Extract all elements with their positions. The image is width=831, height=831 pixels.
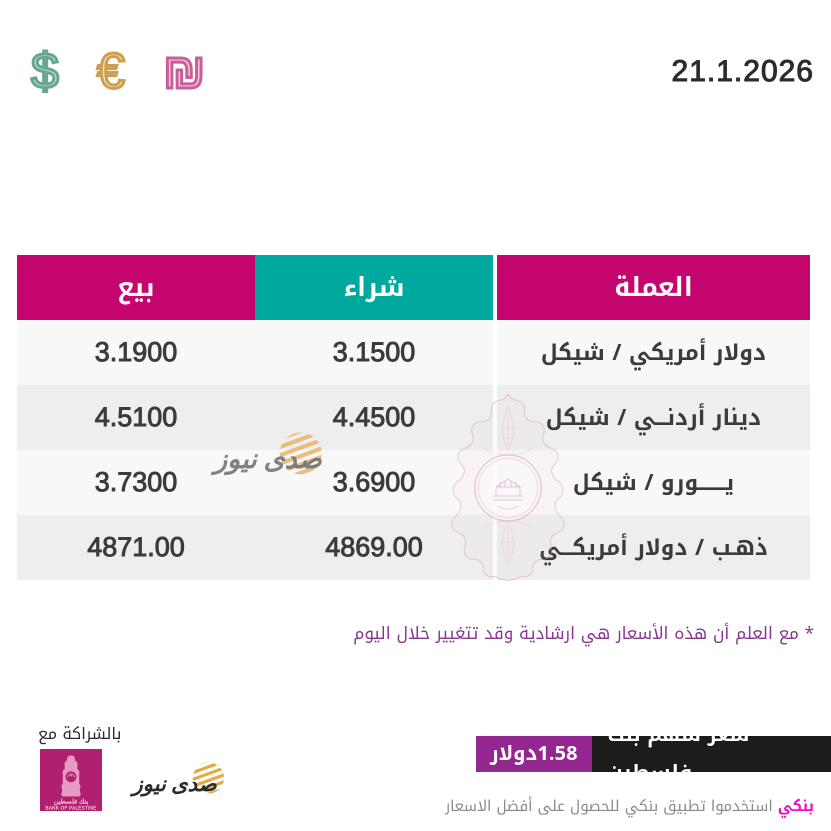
svg-text:€: € <box>96 43 126 99</box>
svg-text:$: $ <box>30 43 59 99</box>
svg-text:صدى نيوز: صدى نيوز <box>210 444 323 476</box>
svg-text:₪: ₪ <box>163 43 205 99</box>
